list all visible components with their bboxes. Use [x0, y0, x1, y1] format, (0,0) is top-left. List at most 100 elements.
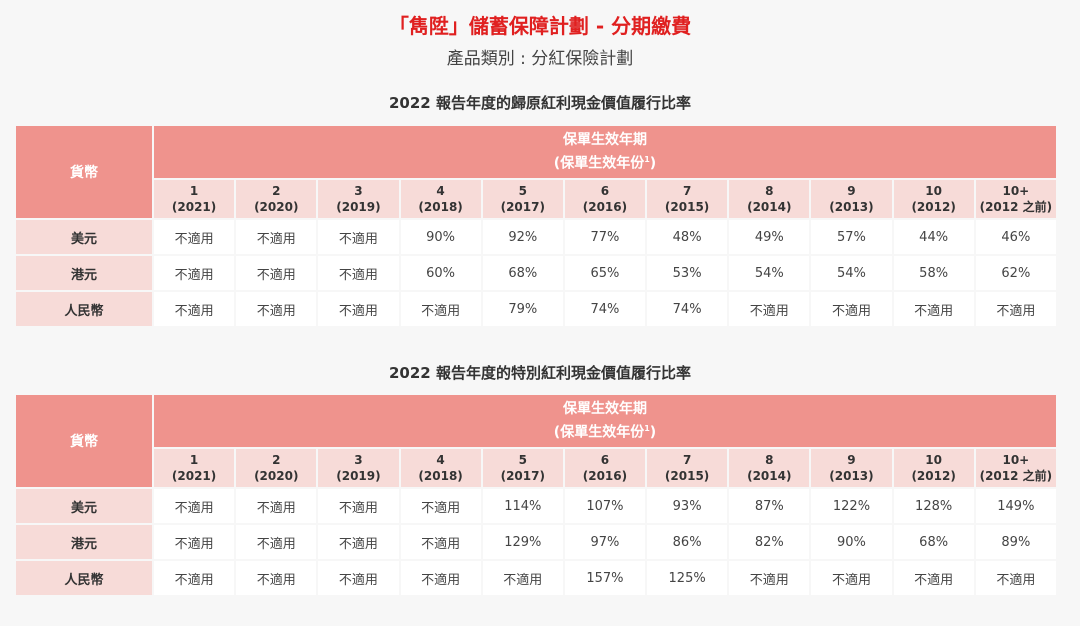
currency-header: 貨幣: [16, 395, 152, 487]
ratio-cell: 不適用: [400, 525, 481, 559]
footnote-marker: 1: [644, 423, 650, 433]
ratio-cell: 74%: [647, 292, 728, 326]
ratio-cell: 不適用: [236, 292, 317, 326]
policy-year-number: 8: [765, 184, 774, 198]
ratio-cell: 68%: [893, 525, 974, 559]
policy-year-value: (2019): [336, 200, 381, 214]
ratio-cell: 57%: [811, 220, 892, 254]
policy-year-label-close: ): [649, 155, 657, 172]
ratio-cell: 不適用: [236, 489, 317, 523]
table-row: 美元 不適用 不適用 不適用 不適用 114% 107% 93% 87% 122% 128% 149%: [16, 489, 1056, 523]
policy-year-number: 5: [518, 184, 527, 198]
section-title-special-bonus: 2022 報告年度的特別紅利現金價值履行比率: [389, 364, 691, 382]
ratio-cell: 68%: [482, 256, 563, 290]
policy-year-number: 10: [925, 184, 942, 198]
year-header-row: 1 (2021) 2 (2020) 3 (2019) 4 (2018) 5 (2017) 6 (201…: [16, 180, 1056, 218]
policy-year-value: (2013): [829, 469, 874, 483]
policy-year-number: 10+: [1002, 453, 1030, 467]
ratio-cell: 54%: [811, 256, 892, 290]
ratio-cell: 48%: [647, 220, 728, 254]
reversionary-bonus-table: 貨幣 保單生效年期 (保單生效年份1) 1 (2021) 2 (2020) 3 (2019) 4(…: [14, 124, 1058, 328]
year-header: 5 (2017): [482, 449, 563, 487]
policy-year-number: 3: [354, 453, 363, 467]
ratio-cell: 86%: [647, 525, 728, 559]
ratio-cell: 不適用: [154, 525, 235, 559]
policy-period-label: 保單生效年期: [563, 131, 647, 148]
footnote-marker: 1: [644, 154, 650, 164]
section-title-reversionary-bonus: 2022 報告年度的歸原紅利現金價值履行比率: [389, 94, 691, 112]
ratio-cell: 不適用: [729, 292, 810, 326]
currency-label: 人民幣: [16, 561, 152, 595]
policy-year-number: 7: [682, 453, 692, 467]
ratio-cell: 不適用: [975, 561, 1056, 595]
year-header: 3 (2019): [318, 449, 399, 487]
ratio-cell: 122%: [811, 489, 892, 523]
ratio-cell: 54%: [729, 256, 810, 290]
ratio-cell: 不適用: [975, 292, 1056, 326]
ratio-cell: 149%: [975, 489, 1056, 523]
ratio-cell: 不適用: [318, 256, 399, 290]
policy-year-label: (保單生效年份: [553, 424, 645, 441]
year-header: 3 (2019): [318, 180, 399, 218]
policy-year-label-close: ): [649, 424, 657, 441]
policy-year-value: (2013): [829, 200, 874, 214]
year-header: 2 (2020): [236, 180, 317, 218]
policy-year-value: (2020): [254, 469, 299, 483]
policy-year-value: (2018): [418, 469, 463, 483]
policy-year-number: 1: [189, 184, 199, 198]
currency-header: 貨幣: [16, 126, 152, 218]
policy-year-value: (2017): [500, 469, 545, 483]
policy-year-value: (2015): [664, 469, 710, 483]
ratio-cell: 93%: [647, 489, 728, 523]
currency-label: 美元: [16, 220, 152, 254]
ratio-cell: 157%: [564, 561, 646, 595]
year-header: 6 (2016): [564, 449, 646, 487]
policy-year-number: 5: [518, 453, 527, 467]
year-header: 8 (2014): [729, 449, 810, 487]
ratio-cell: 不適用: [154, 489, 235, 523]
policy-year-number: 3: [354, 184, 363, 198]
ratio-cell: 128%: [893, 489, 974, 523]
policy-year-value: (2012): [911, 200, 956, 214]
ratio-cell: 90%: [400, 220, 481, 254]
page-title: 「雋陞」儲蓄保障計劃 - 分期繳費: [388, 14, 692, 38]
currency-label: 港元: [16, 256, 152, 290]
ratio-cell: 不適用: [236, 220, 317, 254]
policy-year-number: 4: [436, 184, 445, 198]
policy-year-number: 9: [847, 453, 856, 467]
ratio-cell: 89%: [975, 525, 1056, 559]
policy-year-value: (2016): [582, 469, 628, 483]
policy-year-value: (2021): [171, 200, 217, 214]
ratio-cell: 不適用: [482, 561, 563, 595]
ratio-cell: 不適用: [154, 256, 235, 290]
year-header: 2 (2020): [236, 449, 317, 487]
ratio-cell: 60%: [400, 256, 481, 290]
policy-year-value: (2020): [254, 200, 299, 214]
policy-year-number: 4: [436, 453, 445, 467]
year-header: 1 (2021): [154, 449, 235, 487]
policy-year-number: 8: [765, 453, 774, 467]
ratio-cell: 不適用: [318, 220, 399, 254]
year-header-row: 1 (2021) 2 (2020) 3 (2019) 4 (2018) 5 (2017) 6 (201…: [16, 449, 1056, 487]
year-header: 7 (2015): [647, 449, 728, 487]
policy-period-header: 保單生效年期 (保單生效年份1): [154, 395, 1056, 447]
ratio-cell: 125%: [647, 561, 728, 595]
policy-year-value: (2012): [911, 469, 956, 483]
table-row: 港元 不適用 不適用 不適用 不適用 129% 97% 86% 82% 90% 68% 89%: [16, 525, 1056, 559]
year-header: 9 (2013): [811, 180, 892, 218]
policy-year-number: 6: [600, 453, 610, 467]
year-header: 10 (2012): [893, 180, 974, 218]
ratio-cell: 46%: [975, 220, 1056, 254]
header-row: 貨幣 保單生效年期 (保單生效年份1): [16, 395, 1056, 487]
ratio-cell: 不適用: [154, 561, 235, 595]
year-header: 10+ (2012 之前): [975, 449, 1056, 487]
ratio-cell: 65%: [564, 256, 646, 290]
ratio-cell: 49%: [729, 220, 810, 254]
ratio-cell: 90%: [811, 525, 892, 559]
year-header: 1 (2021): [154, 180, 235, 218]
policy-year-value: (2012 之前): [979, 200, 1053, 214]
policy-year-number: 1: [189, 453, 199, 467]
ratio-cell: 不適用: [236, 525, 317, 559]
year-header: 10+ (2012 之前): [975, 180, 1056, 218]
ratio-cell: 44%: [893, 220, 974, 254]
